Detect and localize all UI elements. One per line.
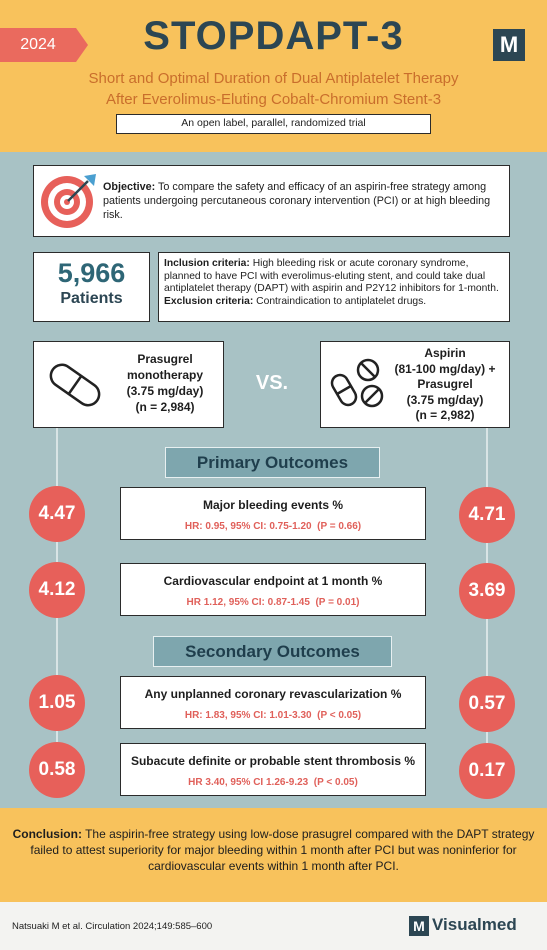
outcome-stats: HR: 0.95, 95% CI: 0.75-1.20 (P = 0.66) (184, 521, 362, 532)
pills-icon (330, 358, 384, 408)
section-title: Primary Outcomes (165, 447, 380, 478)
arm-line: Prasugrel (137, 352, 193, 366)
brand-mark: M (409, 916, 429, 936)
arm-line: Prasugrel (417, 377, 473, 391)
inclusion-label: Inclusion criteria: (164, 258, 250, 269)
year-tag (0, 28, 88, 62)
outcome-box: Any unplanned coronary revascularization… (120, 676, 426, 729)
conclusion-band (0, 808, 547, 902)
outcome-title: Cardiovascular endpoint at 1 month % (163, 574, 383, 588)
patients-box (33, 252, 150, 322)
right-value: 4.71 (459, 487, 515, 543)
patients-label: Patients (60, 290, 123, 307)
subtitle-line: After Everolimus-Eluting Cobalt-Chromium… (105, 91, 442, 108)
capsule-icon (49, 363, 101, 407)
arm-box (33, 341, 224, 428)
outcome-stats: HR 1.12, 95% CI: 0.87-1.45 (P = 0.01) (186, 597, 360, 608)
left-value: 4.47 (29, 486, 85, 542)
inclusion-text: High bleeding risk or acute coronary syn… (164, 258, 499, 295)
criteria-box (158, 252, 510, 322)
objective-text: To compare the safety and efficacy of an… (103, 181, 491, 221)
arm-line: (n = 2,984) (135, 400, 195, 414)
outcome-box: Subacute definite or probable stent thro… (120, 743, 426, 796)
arm-line: monotherapy (126, 368, 203, 382)
outcome-box: Major bleeding events % HR: 0.95, 95% CI:… (120, 487, 426, 540)
arm-box (320, 341, 510, 428)
section-title: Secondary Outcomes (153, 636, 392, 667)
title: STOPDAPT-3 (143, 14, 404, 58)
left-value: 1.05 (29, 675, 85, 731)
right-value: 3.69 (459, 563, 515, 619)
patients-count: 5,966 (57, 258, 126, 288)
arm-label: Aspirin (81-100 mg/day) + Prasugrel (3.75 m… (386, 346, 504, 424)
objective-box (33, 165, 510, 237)
outcome-title: Subacute definite or probable stent thro… (130, 754, 416, 768)
versus: VS. (255, 372, 289, 394)
outcome-title: Major bleeding events % (202, 498, 344, 512)
left-value: 0.58 (29, 742, 85, 798)
design: An open label, parallel, randomized tria… (116, 114, 431, 134)
outcome-title: Any unplanned coronary revascularization… (144, 687, 402, 701)
conclusion-label: Conclusion: (12, 827, 82, 841)
conclusion-text: The aspirin-free strategy using low-dose… (30, 827, 535, 873)
right-value: 0.57 (459, 676, 515, 732)
brand: Visualmed (432, 915, 517, 934)
left-value: 4.12 (29, 562, 85, 618)
right-value: 0.17 (459, 743, 515, 799)
exclusion-text: Contraindication to antiplatelet drugs. (256, 295, 427, 307)
outcome-box: Cardiovascular endpoint at 1 month % HR 1… (120, 563, 426, 616)
criteria: Inclusion criteria: High bleeding risk o… (164, 258, 506, 308)
subtitle-line: Short and Optimal Duration of Dual Antip… (88, 70, 459, 87)
arm-label: Prasugrel monotherapy (3.75 mg/day) (n = 2,… (112, 351, 218, 415)
objective-label: Objective: (103, 181, 156, 193)
citation: Natsuaki M et al. Circulation 2024;149:5… (12, 921, 213, 932)
arm-line: (3.75 mg/day) (406, 392, 484, 407)
subtitle: Short and Optimal Duration of Dual Antip… (40, 68, 507, 110)
footer (0, 902, 547, 950)
conclusion: Conclusion: The aspirin-free strategy us… (10, 826, 537, 874)
arm-line: Aspirin (424, 346, 466, 360)
outcome-stats: HR 3.40, 95% CI 1.26-9.23 (P < 0.05) (188, 777, 358, 788)
arm-line: (81-100 mg/day) + (394, 361, 496, 376)
outcome-stats: HR: 1.83, 95% CI: 1.01-3.30 (P < 0.05) (184, 710, 362, 721)
logo-mark: M (493, 29, 525, 61)
exclusion-label: Exclusion criteria: (164, 295, 254, 307)
objective: Objective: To compare the safety and eff… (103, 180, 505, 222)
year: 2024 (20, 36, 56, 53)
arm-line: (n = 2,982) (415, 408, 475, 422)
arm-line: (3.75 mg/day) (126, 384, 204, 398)
target-icon (41, 174, 96, 228)
